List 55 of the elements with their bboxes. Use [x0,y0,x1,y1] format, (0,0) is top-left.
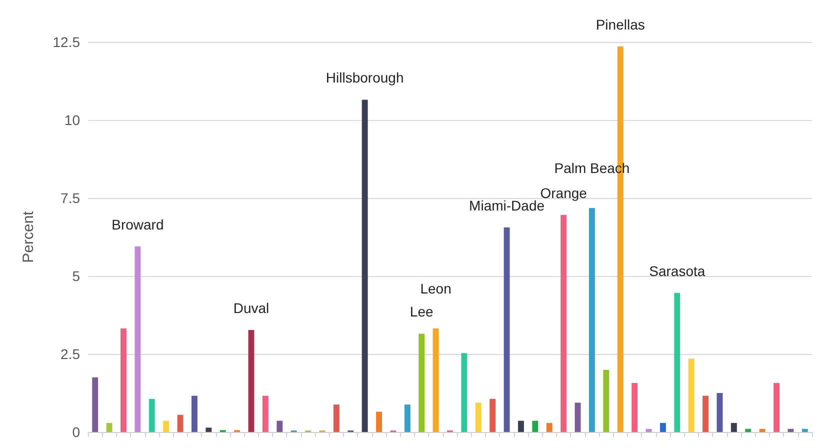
bar [730,422,737,432]
bar [248,330,254,432]
bar [574,402,581,432]
bar [120,328,126,432]
bar [802,428,808,432]
y-axis-title: Percent [20,210,37,263]
y-tick-label: 0 [72,424,80,440]
bar [148,398,155,432]
bar [461,353,468,432]
bar [177,414,184,432]
bar [333,404,340,432]
bar [759,428,766,432]
bar [560,214,567,432]
x-tick-label: Sarasota [649,262,706,279]
bar [546,422,552,432]
bar [163,420,170,432]
bar [134,246,141,432]
bar [532,420,538,432]
bar [262,396,268,432]
bar [418,334,425,432]
y-tick-label: 5 [72,268,80,284]
bar [588,208,595,432]
bar [603,370,610,432]
x-tick-label: Pinellas [596,16,645,32]
x-tick-label: Lee [410,304,434,320]
bar [92,377,98,432]
bar [774,383,780,432]
bar [518,420,524,432]
bar [660,422,666,432]
x-tick-label: Leon [420,280,452,296]
bar [206,428,212,432]
bar [632,383,638,432]
bar [788,428,794,432]
bar [490,398,496,432]
bar [504,227,510,432]
bar [106,422,112,432]
x-tick-label: Broward [112,216,164,232]
bar [376,412,382,432]
bar [475,402,482,432]
bar [745,428,752,432]
y-tick-label: 10 [64,112,80,128]
y-tick-label: 2.5 [60,346,80,362]
bar [716,393,723,432]
bar [404,404,410,432]
x-tick-label: Hillsborough [326,70,404,86]
y-tick-label: 7.5 [60,190,80,206]
bar [432,328,439,432]
x-tick-label: Duval [233,300,270,316]
bar [702,396,709,432]
bar [688,358,694,432]
bar [674,292,680,432]
bar [276,420,283,432]
bar [362,100,368,432]
y-tick-label: 12.5 [52,34,80,50]
bar [191,396,198,432]
